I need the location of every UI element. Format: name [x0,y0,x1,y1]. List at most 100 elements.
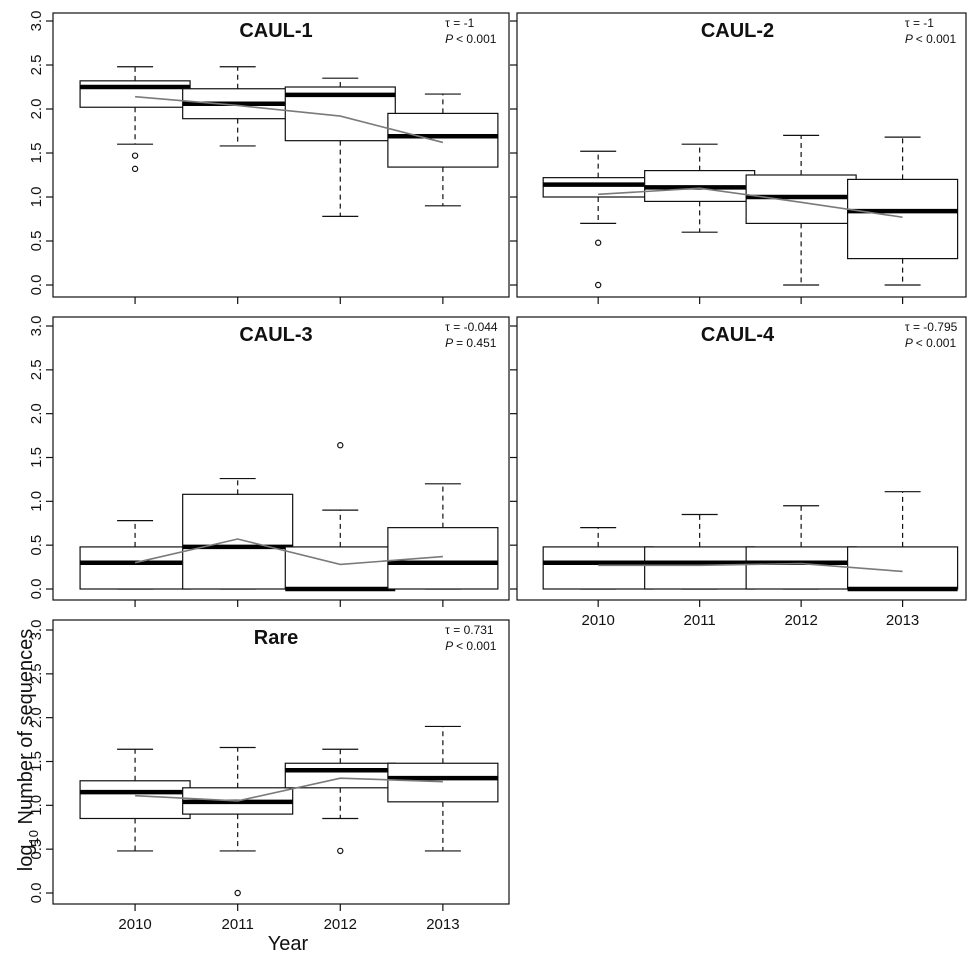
tau-value: = -0.044 [453,320,498,334]
box-2010 [79,748,191,852]
tau-symbol: τ [445,320,453,334]
y-tick-label: 1.0 [28,491,45,512]
tau-value: = -0.795 [913,320,958,334]
y-axis-title-rest: Number of sequences [15,629,37,830]
tau-stat: τ = -0.795 [905,320,958,334]
p-stat: P < 0.001 [445,639,497,653]
box-2010 [79,66,191,173]
tau-stat: τ = -1 [445,16,474,30]
p-stat: P < 0.001 [905,336,957,350]
tau-stat: τ = -1 [905,16,934,30]
y-tick-label: 3.0 [28,620,45,641]
tau-stat: τ = -0.044 [445,320,498,334]
box-2012 [745,134,857,286]
box-2013 [847,491,959,592]
x-tick-label: 2011 [684,612,716,629]
trend-line [134,538,443,566]
box-2011 [182,746,294,897]
box-2013 [847,136,959,286]
tau-symbol: τ [445,16,453,30]
box-2010 [79,520,191,590]
tau-symbol: τ [905,320,913,334]
tau-value: = 0.731 [453,623,494,637]
y-tick-label: 0.0 [28,883,45,904]
panel-frame [516,316,967,601]
outlier-point [594,281,602,289]
y-tick-label: 3.0 [28,316,45,337]
box-2012 [284,748,396,855]
box-2011 [644,143,756,233]
p-symbol: P [445,336,456,350]
box-2010 [542,150,654,289]
p-symbol: P [445,32,456,46]
x-tick-label: 2013 [426,916,459,933]
p-symbol: P [905,32,916,46]
iqr-box [387,112,499,168]
y-tick-label: 1.5 [28,143,45,164]
y-tick-label: 1.0 [28,795,45,816]
x-tick-label: 2010 [581,612,614,629]
y-tick-label: 2.0 [28,403,45,424]
panel-title: CAUL-3 [239,324,312,346]
x-tick-label: 2012 [324,916,357,933]
tau-symbol: τ [905,16,913,30]
panels-layer: 0.0 0.5 1.0 1.5 2.0 2.5 3.0 CAUL-1 τ = -1 P < 0.0… [28,11,967,933]
box-2011 [644,513,756,590]
panel-caul-3: 0.0 0.5 1.0 1.5 2.0 2.5 3.0 CAUL-3 τ = -0.044 P =… [28,316,510,607]
y-tick-label: 2.5 [28,55,45,76]
y-tick-label: 0.5 [28,839,45,860]
x-tick-label: 2011 [222,916,254,933]
box-2010 [542,527,654,590]
panel-title: CAUL-1 [239,20,312,42]
iqr-box [387,527,499,590]
y-tick-label: 1.0 [28,187,45,208]
y-tick-label: 1.5 [28,447,45,468]
iqr-box [745,546,857,590]
panel-frame [52,12,510,298]
outlier-point [594,239,602,246]
p-value: < 0.001 [916,32,957,46]
outlier-point [337,847,344,855]
box-2011 [182,66,294,147]
y-tick-label: 2.0 [28,707,45,728]
y-tick-label: 3.0 [28,11,45,32]
iqr-box [542,546,654,590]
p-stat: P < 0.001 [905,32,957,46]
x-tick-label: 2013 [886,612,919,629]
outlier-point [131,165,139,173]
box-2012 [745,505,857,590]
p-symbol: P [905,336,916,350]
p-symbol: P [445,639,456,653]
panel-caul-1: 0.0 0.5 1.0 1.5 2.0 2.5 3.0 CAUL-1 τ = -1 P < 0.0… [28,11,510,304]
y-tick-label: 0.5 [28,231,45,252]
y-tick-label: 1.5 [28,751,45,772]
box-2013 [387,725,499,852]
iqr-box [284,546,396,590]
p-stat: P < 0.001 [445,32,497,46]
tau-symbol: τ [445,623,453,637]
iqr-box [284,762,396,789]
panel-title: CAUL-4 [701,324,775,346]
y-tick-label: 0.0 [28,579,45,600]
x-axis-title: Year [268,933,309,954]
y-tick-label: 2.0 [28,99,45,120]
panel-caul-2: CAUL-2 τ = -1 P < 0.001 [510,12,967,304]
outlier-point [131,152,139,159]
iqr-box [644,546,756,590]
panel-frame [516,12,967,298]
y-tick-label: 0.5 [28,535,45,556]
p-value: < 0.001 [456,32,497,46]
panel-caul-4: 2010 2011 2012 2013 CAUL-4 τ = -0.795 P < 0.00… [510,316,967,629]
outlier-point [234,889,241,897]
panel-title: Rare [254,627,298,649]
y-axis-title-sub: 10 [26,830,41,844]
y-tick-label: 2.5 [28,359,45,380]
trend-line [598,562,903,573]
p-value: = 0.451 [456,336,497,350]
axis-titles: Year log10 Number of sequences [15,629,309,954]
p-value: < 0.001 [456,639,497,653]
trend-line [135,95,444,144]
x-tick-label: 2012 [784,612,817,629]
panel-frame [52,316,510,601]
